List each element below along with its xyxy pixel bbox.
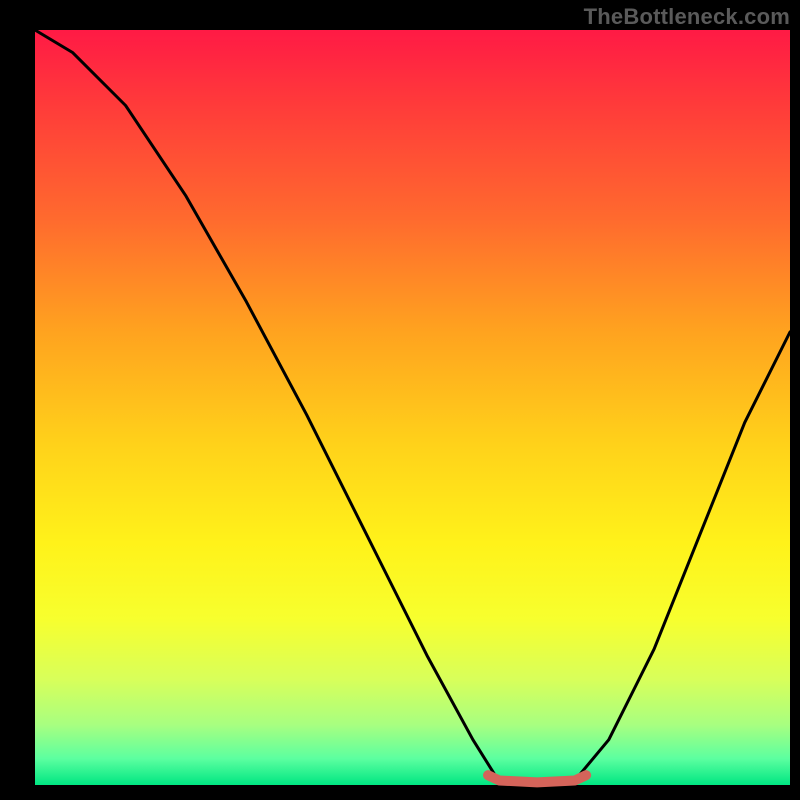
watermark-text: TheBottleneck.com xyxy=(584,4,790,30)
plot-svg xyxy=(0,0,800,800)
plot-background xyxy=(35,30,790,785)
chart-canvas: TheBottleneck.com xyxy=(0,0,800,800)
